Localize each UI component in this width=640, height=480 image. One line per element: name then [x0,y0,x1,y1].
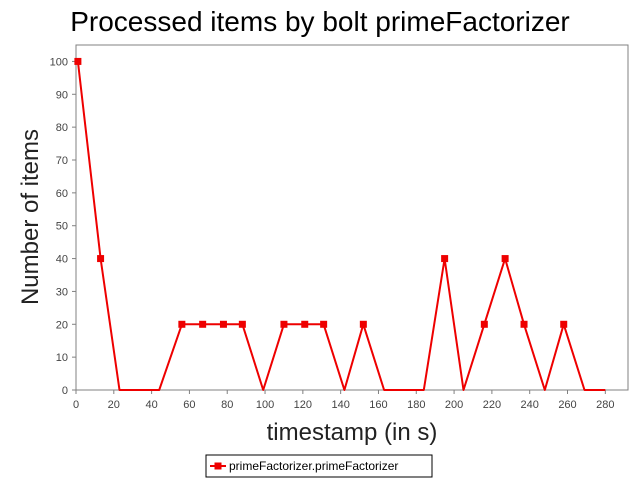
data-point [441,255,449,263]
y-tick-label: 30 [56,286,68,298]
y-tick-label: 0 [62,385,68,397]
data-point [320,320,328,328]
series-layer [74,57,606,391]
y-tick-label: 50 [56,221,68,233]
x-tick-label: 80 [221,399,233,411]
x-tick-label: 60 [183,399,195,411]
x-tick-label: 100 [256,399,274,411]
y-axis-label: Number of items [17,129,44,305]
data-point [359,320,367,328]
x-tick-label: 280 [596,399,614,411]
x-tick-label: 180 [407,399,425,411]
data-point [520,320,528,328]
legend-label: primeFactorizer.primeFactorizer [229,459,398,473]
y-tick-label: 100 [50,56,68,68]
data-point [301,320,309,328]
x-tick-label: 0 [73,399,79,411]
x-tick-label: 160 [369,399,387,411]
y-tick-label: 60 [56,188,68,200]
data-point [280,320,288,328]
x-tick-label: 140 [331,399,349,411]
data-point [238,320,246,328]
data-point [199,320,207,328]
legend-marker [214,462,222,470]
x-tick-label: 220 [483,399,501,411]
data-point [219,320,227,328]
legend-box [205,454,433,478]
y-tick-label: 70 [56,155,68,167]
x-tick-label: 40 [145,399,157,411]
y-tick-label: 80 [56,122,68,134]
data-point [74,57,82,65]
data-point [560,320,568,328]
plot-area [75,44,629,391]
chart-title: Processed items by bolt primeFactorizer [70,6,570,37]
y-axis: 0 10 20 30 40 50 60 70 80 90 100 [50,56,76,397]
data-point [480,320,488,328]
y-tick-label: 20 [56,319,68,331]
x-tick-label: 240 [521,399,539,411]
legend: primeFactorizer.primeFactorizer [205,454,433,478]
y-tick-label: 90 [56,89,68,101]
x-tick-label: 120 [294,399,312,411]
x-tick-label: 200 [445,399,463,411]
x-axis-label: timestamp (in s) [267,419,438,446]
data-point [97,255,105,263]
x-axis: 0 20 40 60 80 100 120 140 160 180 200 220 240 260 280 [73,390,614,411]
x-tick-label: 260 [558,399,576,411]
y-tick-label: 10 [56,352,68,364]
data-point [178,320,186,328]
data-point [501,255,509,263]
x-tick-label: 20 [108,399,120,411]
y-tick-label: 40 [56,254,68,266]
